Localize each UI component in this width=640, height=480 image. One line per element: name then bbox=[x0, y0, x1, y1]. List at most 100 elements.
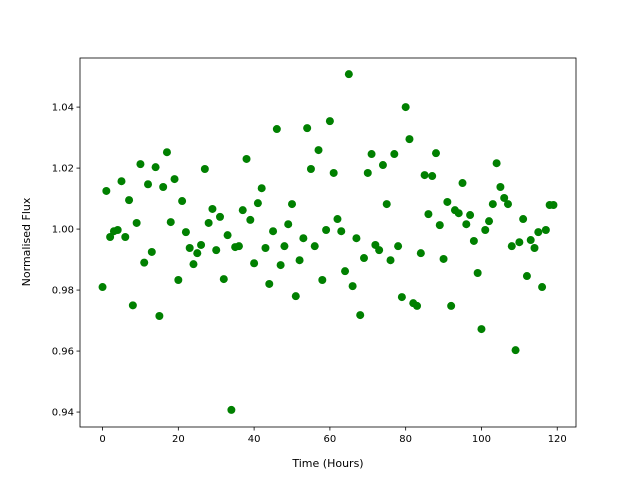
point bbox=[538, 283, 547, 292]
point bbox=[416, 249, 425, 258]
point bbox=[291, 292, 300, 301]
point bbox=[462, 220, 471, 229]
point bbox=[500, 193, 509, 202]
point bbox=[223, 231, 232, 240]
y-tick-label: 0.94 bbox=[52, 408, 74, 419]
point bbox=[348, 282, 357, 291]
point bbox=[314, 146, 323, 155]
point bbox=[216, 212, 225, 221]
point bbox=[431, 149, 440, 158]
point bbox=[541, 225, 550, 234]
point bbox=[485, 217, 494, 226]
point bbox=[382, 200, 391, 209]
point bbox=[144, 180, 153, 189]
point bbox=[306, 165, 315, 174]
point bbox=[405, 135, 414, 144]
point bbox=[503, 200, 512, 209]
point bbox=[204, 218, 213, 227]
point bbox=[473, 268, 482, 277]
point bbox=[151, 163, 160, 172]
point bbox=[466, 211, 475, 220]
point bbox=[234, 242, 243, 251]
point bbox=[439, 254, 448, 263]
point bbox=[458, 179, 467, 188]
point bbox=[526, 236, 535, 245]
point bbox=[200, 165, 209, 174]
x-tick-label: 0 bbox=[99, 434, 105, 445]
point bbox=[344, 70, 353, 79]
point bbox=[303, 124, 312, 133]
point bbox=[534, 228, 543, 237]
point bbox=[515, 238, 524, 247]
x-tick-label: 40 bbox=[248, 434, 261, 445]
point bbox=[428, 172, 437, 181]
point bbox=[318, 276, 327, 285]
point bbox=[325, 117, 334, 126]
point bbox=[333, 215, 342, 224]
point bbox=[329, 168, 338, 177]
point bbox=[507, 242, 516, 251]
point bbox=[181, 228, 190, 237]
point bbox=[295, 256, 304, 265]
point bbox=[113, 225, 122, 234]
point bbox=[454, 209, 463, 218]
point bbox=[530, 243, 539, 252]
point bbox=[363, 168, 372, 177]
point bbox=[522, 272, 531, 281]
point bbox=[447, 301, 456, 310]
point bbox=[121, 233, 130, 242]
point bbox=[246, 215, 255, 224]
point bbox=[162, 148, 171, 157]
x-tick-label: 80 bbox=[399, 434, 412, 445]
point bbox=[488, 200, 497, 209]
point bbox=[394, 242, 403, 251]
y-tick-label: 0.98 bbox=[52, 286, 74, 297]
point bbox=[375, 246, 384, 255]
point bbox=[219, 275, 228, 284]
point bbox=[424, 210, 433, 219]
point bbox=[242, 154, 251, 163]
y-tick-label: 0.96 bbox=[52, 347, 74, 358]
point bbox=[265, 279, 274, 288]
point bbox=[397, 293, 406, 302]
point bbox=[185, 243, 194, 252]
point bbox=[250, 259, 259, 268]
point bbox=[492, 159, 501, 168]
point bbox=[401, 103, 410, 112]
point bbox=[367, 150, 376, 159]
point bbox=[102, 186, 111, 195]
x-tick-label: 60 bbox=[324, 434, 337, 445]
point bbox=[125, 196, 134, 205]
point bbox=[359, 254, 368, 263]
y-tick-label: 1.04 bbox=[52, 103, 74, 114]
point bbox=[197, 240, 206, 249]
point bbox=[481, 225, 490, 234]
y-axis-label: Normalised Flux bbox=[20, 197, 33, 286]
point bbox=[117, 177, 126, 186]
point bbox=[238, 206, 247, 215]
point bbox=[170, 175, 179, 184]
point bbox=[469, 236, 478, 245]
point bbox=[378, 161, 387, 170]
point bbox=[178, 197, 187, 206]
point bbox=[208, 204, 217, 213]
point bbox=[189, 260, 198, 269]
point bbox=[174, 276, 183, 285]
point bbox=[132, 218, 141, 227]
point bbox=[386, 256, 395, 265]
point bbox=[413, 301, 422, 310]
point bbox=[253, 199, 262, 208]
point bbox=[299, 234, 308, 243]
point bbox=[477, 325, 486, 334]
point bbox=[280, 242, 289, 251]
point bbox=[435, 221, 444, 230]
point bbox=[257, 184, 266, 193]
y-tick-label: 1.00 bbox=[52, 225, 74, 236]
point bbox=[284, 220, 293, 229]
point bbox=[159, 182, 168, 191]
axes-frame bbox=[79, 57, 577, 428]
point bbox=[128, 301, 137, 310]
point bbox=[269, 227, 278, 236]
